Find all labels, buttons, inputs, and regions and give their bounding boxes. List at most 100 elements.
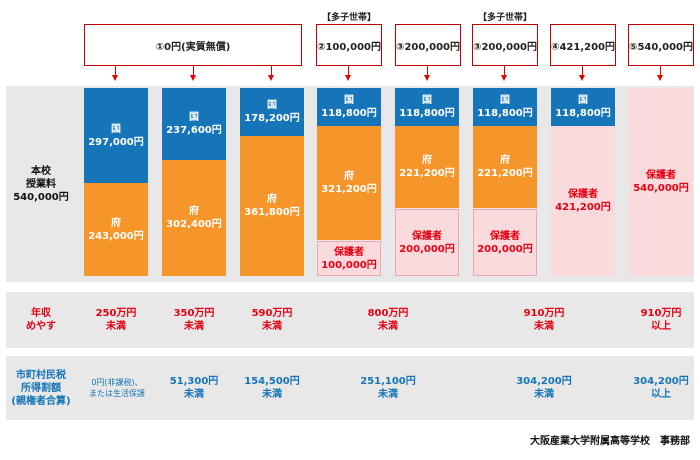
tax-label-line2: 所得割額	[21, 382, 61, 394]
guardian-amount: 421,200円	[555, 202, 611, 213]
national-segment: 国 237,600円	[162, 88, 226, 160]
arrow-down-icon	[345, 75, 351, 81]
guardian-segment: 保護者 200,000円	[473, 209, 537, 276]
income-value: 910万円	[640, 308, 682, 319]
arrow-down-icon	[657, 75, 663, 81]
header-box-2: ②100,000円	[316, 24, 382, 66]
header-box-4: ④421,200円	[550, 24, 616, 66]
national-segment: 国 178,200円	[240, 88, 304, 136]
national-label: 国	[189, 112, 199, 123]
tax-cell: 251,100円 未満	[317, 356, 459, 420]
prefecture-segment: 府 302,400円	[162, 160, 226, 276]
header-label-3b: ③200,000円	[473, 41, 538, 53]
guardian-amount: 200,000円	[399, 243, 455, 255]
income-label-line2: めやす	[26, 321, 56, 332]
income-qualifier: 未満	[184, 321, 204, 332]
guardian-segment: 保護者 540,000円	[629, 88, 693, 276]
tax-value: 251,100円	[360, 376, 416, 387]
header-box-5: ⑤540,000円	[628, 24, 694, 66]
tax-qualifier: 未満	[262, 389, 282, 400]
footer-credit: 大阪産業大学附属高等学校 事務部	[530, 436, 690, 447]
prefecture-segment: 府 321,200円	[317, 126, 381, 240]
guardian-label: 保護者	[412, 230, 442, 242]
national-amount: 118,800円	[477, 108, 533, 119]
tax-panel	[6, 356, 694, 420]
guardian-label: 保護者	[568, 189, 598, 200]
tuition-label-line3: 540,000円	[13, 191, 69, 203]
tax-value: 51,300円	[169, 376, 219, 387]
tax-cell: 0円(非課税)、 または生活保護	[80, 356, 154, 420]
guardian-label: 保護者	[646, 170, 676, 181]
income-cell: 910万円 未満	[473, 292, 615, 348]
guardian-amount: 540,000円	[633, 183, 689, 194]
tuition-label: 本校 授業料 540,000円	[6, 86, 76, 282]
guardian-label: 保護者	[334, 246, 364, 258]
income-cell: 250万円 未満	[84, 292, 148, 348]
national-label: 国	[344, 95, 354, 106]
tuition-label-line1: 本校	[31, 165, 51, 177]
prefecture-segment: 府 361,800円	[240, 136, 304, 276]
guardian-segment: 保護者 100,000円	[317, 241, 381, 276]
arrow-down-icon	[112, 75, 118, 81]
header-label-free: ①0円(実質無償)	[155, 41, 231, 53]
prefecture-amount: 221,200円	[399, 168, 455, 179]
national-segment: 国 297,000円	[84, 88, 148, 183]
income-qualifier: 未満	[106, 321, 126, 332]
income-panel	[6, 292, 694, 348]
national-label: 国	[111, 123, 121, 135]
prefecture-label: 府	[500, 155, 510, 166]
arrow-down-icon	[268, 75, 274, 81]
tax-qualifier: 未満	[534, 389, 554, 400]
prefecture-amount: 361,800円	[244, 207, 300, 218]
tax-value: 154,500円	[244, 376, 300, 387]
tax-cell: 154,500円 未満	[240, 356, 304, 420]
arrow-down-icon	[579, 75, 585, 81]
national-amount: 237,600円	[166, 125, 222, 136]
header-label-5: ⑤540,000円	[629, 41, 694, 53]
national-segment: 国 118,800円	[551, 88, 615, 126]
national-label: 国	[500, 95, 510, 106]
income-qualifier: 未満	[534, 321, 554, 332]
national-amount: 118,800円	[321, 108, 377, 119]
income-label: 年収 めやす	[6, 292, 76, 348]
guardian-segment: 保護者 421,200円	[551, 126, 615, 276]
tax-qualifier: 以上	[651, 389, 671, 400]
prefecture-label: 府	[189, 206, 199, 217]
national-amount: 118,800円	[399, 108, 455, 119]
national-label: 国	[422, 95, 432, 106]
tax-value: 0円(非課税)、	[91, 378, 143, 387]
tax-qualifier: 未満	[184, 389, 204, 400]
income-value: 590万円	[251, 308, 293, 319]
header-label-4: ④421,200円	[551, 41, 616, 53]
national-segment: 国 118,800円	[395, 88, 459, 126]
prefecture-label: 府	[267, 194, 277, 205]
tuition-label-line2: 授業料	[26, 178, 56, 190]
tax-value: 304,200円	[516, 376, 572, 387]
tax-qualifier: または生活保護	[89, 389, 145, 398]
income-value: 800万円	[367, 308, 409, 319]
national-amount: 178,200円	[244, 113, 300, 124]
national-label: 国	[578, 95, 588, 106]
national-segment: 国 118,800円	[317, 88, 381, 126]
prefecture-amount: 243,000円	[88, 230, 144, 242]
header-box-3b: ③200,000円	[472, 24, 538, 66]
multi-child-tag-1: 【多子世帯】	[321, 13, 376, 23]
prefecture-segment: 府 243,000円	[84, 183, 148, 276]
prefecture-amount: 321,200円	[321, 184, 377, 195]
arrow-down-icon	[424, 75, 430, 81]
national-label: 国	[267, 100, 277, 111]
income-qualifier: 以上	[651, 321, 671, 332]
prefecture-segment: 府 221,200円	[395, 126, 459, 208]
tax-cell: 304,200円 以上	[629, 356, 693, 420]
header-box-3a: ③200,000円	[395, 24, 461, 66]
guardian-amount: 100,000円	[321, 259, 377, 271]
multi-child-tag-2: 【多子世帯】	[477, 13, 532, 23]
income-label-line1: 年収	[31, 308, 51, 319]
tax-label-line1: 市町村民税	[16, 369, 66, 381]
tax-qualifier: 未満	[378, 389, 398, 400]
prefecture-label: 府	[111, 217, 121, 229]
income-value: 910万円	[523, 308, 565, 319]
arrow-down-icon	[190, 75, 196, 81]
national-amount: 118,800円	[555, 108, 611, 119]
tax-label: 市町村民税 所得割額 (親権者合算)	[6, 356, 76, 420]
